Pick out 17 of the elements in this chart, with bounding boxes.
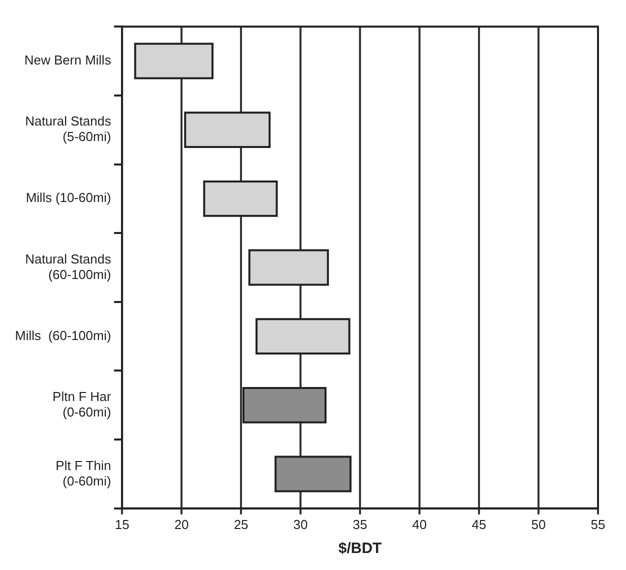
x-tick-label: 45	[472, 516, 486, 532]
y-tick-label: Mills (10-60mi)	[26, 190, 112, 206]
y-tick-label: New Bern Mills	[24, 52, 112, 68]
y-tick-label: Pltn F Har (0-60mi)	[52, 388, 112, 420]
y-tick-label: Natural Stands (5-60mi)	[25, 114, 112, 144]
x-tick-label: 55	[590, 516, 606, 532]
x-tick-label: 40	[412, 516, 427, 532]
y-tick-label: Mills (60-100mi)	[14, 328, 112, 343]
x-axis-title: $/BDT	[338, 540, 382, 558]
x-tick-label: 30	[293, 516, 308, 532]
y-tick-label: Plt F Thin (0-60mi)	[56, 458, 112, 488]
y-tick-label: Natural Stands (60-100mi)	[25, 251, 112, 282]
x-tick-label: 15	[114, 516, 130, 532]
x-tick-label: 35	[352, 516, 368, 532]
x-tick-label: 25	[234, 516, 248, 532]
x-tick-label: 20	[174, 516, 189, 532]
x-tick-label: 50	[531, 516, 546, 532]
